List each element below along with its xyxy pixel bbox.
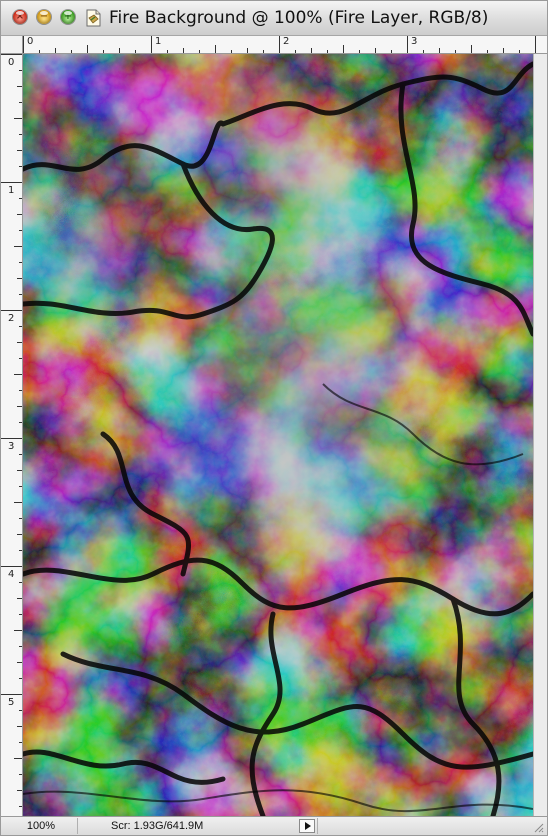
minimize-button[interactable]: −: [37, 10, 51, 24]
document-info: Scr: 1.93G/641.9M: [111, 820, 204, 832]
ruler-h-label-0: 0: [27, 36, 34, 47]
resize-grip-icon[interactable]: [532, 821, 544, 833]
ruler-v-label-1: 1: [8, 185, 15, 196]
ruler-v-label-4: 4: [8, 569, 15, 580]
horizontal-ruler[interactable]: 0 1 2 3: [23, 36, 547, 54]
ruler-h-label-1: 1: [155, 36, 162, 47]
zoom-button[interactable]: +: [61, 10, 75, 24]
title-bar[interactable]: × − + Fire Background @ 100% (Fire Layer…: [1, 1, 547, 36]
ruler-v-label-5: 5: [8, 697, 15, 708]
horizontal-scrollbar[interactable]: [317, 818, 546, 834]
window-title: Fire Background @ 100% (Fire Layer, RGB/…: [109, 8, 489, 28]
zoom-level-field[interactable]: 100%: [5, 818, 78, 834]
document-proxy-icon[interactable]: [85, 8, 103, 28]
zoom-icon: +: [63, 11, 73, 22]
vertical-scrollbar[interactable]: [533, 54, 547, 816]
close-button[interactable]: ×: [13, 10, 27, 24]
ruler-h-label-3: 3: [411, 36, 418, 47]
minimize-icon: −: [39, 11, 49, 22]
ruler-v-label-2: 2: [8, 313, 15, 324]
ruler-h-label-2: 2: [283, 36, 290, 47]
status-bar: 100% Scr: 1.93G/641.9M: [1, 816, 547, 835]
ruler-v-label-3: 3: [8, 441, 15, 452]
ruler-v-label-0: 0: [8, 57, 15, 68]
ruler-origin-corner[interactable]: [1, 36, 23, 54]
close-icon: ×: [15, 11, 25, 22]
cloud-texture: [23, 54, 533, 816]
vertical-ruler[interactable]: 0 1 2 3 4 5: [1, 54, 23, 816]
status-menu-button[interactable]: [299, 819, 315, 833]
image-canvas[interactable]: [23, 54, 533, 816]
